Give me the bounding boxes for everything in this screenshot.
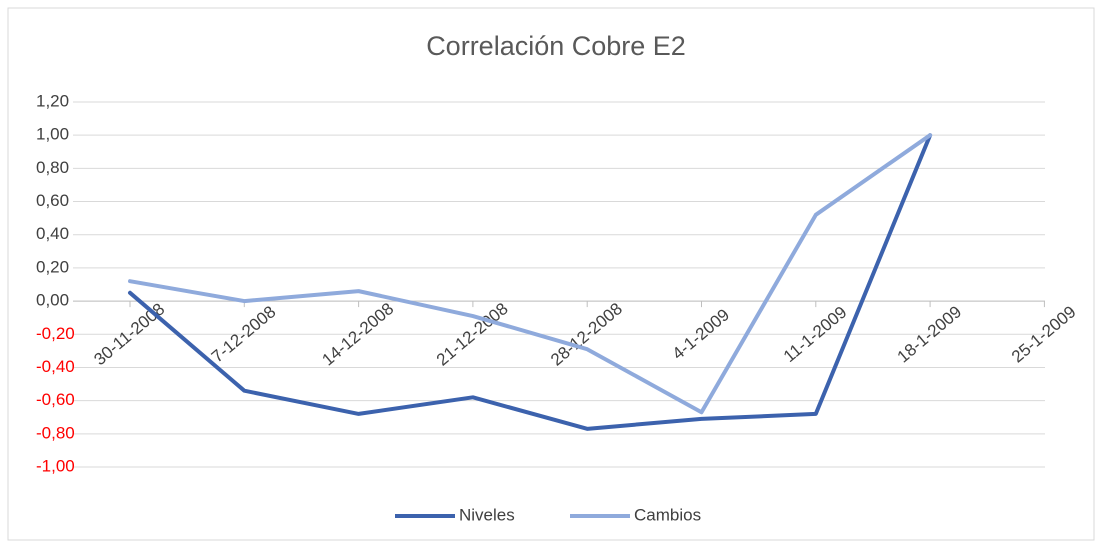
y-tick-label: 0,00: [36, 291, 69, 310]
y-tick-label: -0,60: [36, 390, 75, 409]
chart-frame: [7, 7, 1095, 541]
y-tick-label: 1,20: [36, 91, 69, 110]
chart-title: Correlación Cobre E2: [426, 31, 686, 61]
y-tick-label: 0,80: [36, 158, 69, 177]
y-tick-label: 0,60: [36, 191, 69, 210]
y-tick-label: 0,40: [36, 224, 69, 243]
y-tick-label: -0,80: [36, 423, 75, 442]
legend-label: Niveles: [459, 505, 515, 524]
y-tick-label: 0,20: [36, 257, 69, 276]
line-series: [128, 133, 933, 431]
y-tick-label: 1,00: [36, 125, 69, 144]
y-tick-label: -0,20: [36, 324, 75, 343]
line-series: [128, 133, 933, 415]
y-tick-label: -1,00: [36, 456, 75, 475]
legend-label: Cambios: [634, 505, 701, 524]
y-tick-label: -0,40: [36, 357, 75, 376]
